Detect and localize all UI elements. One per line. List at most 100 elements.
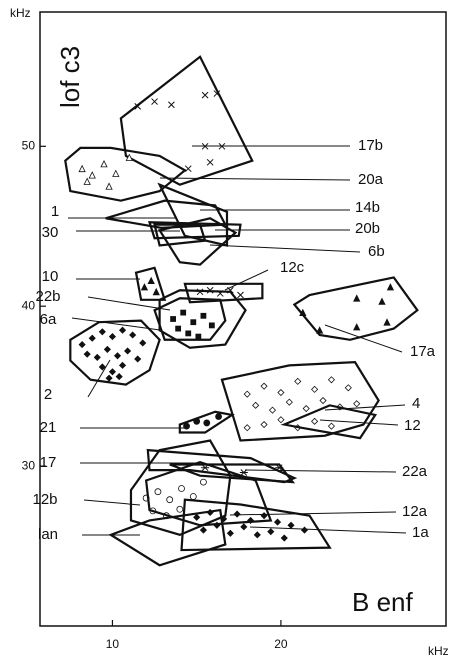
point <box>237 291 244 299</box>
point <box>184 165 192 173</box>
point <box>134 102 142 110</box>
point <box>233 510 241 518</box>
group-hull <box>144 460 273 527</box>
group-hull <box>108 508 227 567</box>
group-label: 17b <box>358 137 383 154</box>
x-axis-label: kHz <box>428 644 449 658</box>
point <box>280 534 288 542</box>
point <box>200 312 207 319</box>
leader-line <box>224 269 269 291</box>
group-label: 12a <box>402 503 428 520</box>
point <box>215 413 222 420</box>
point <box>108 368 117 376</box>
point <box>176 505 184 513</box>
point <box>220 515 228 523</box>
leader-line <box>87 296 171 311</box>
group-hull <box>169 463 296 484</box>
point <box>78 164 86 173</box>
group-label: 17a <box>410 343 436 360</box>
group-hull <box>280 404 378 440</box>
point <box>195 333 202 340</box>
point <box>183 422 190 430</box>
point <box>206 158 214 166</box>
point <box>78 341 86 349</box>
group-label: 14b <box>355 199 380 216</box>
point <box>201 91 209 99</box>
point <box>302 404 310 413</box>
point <box>208 322 215 329</box>
point <box>125 153 133 161</box>
plot-layer: 10 20 30 40 50 17b 20a 1 14b 30 20b 6b 10 12c 22b 6a 17a… <box>22 55 436 651</box>
point <box>311 385 319 393</box>
group-label: 20b <box>355 220 380 237</box>
point <box>260 420 268 429</box>
leader-line <box>159 177 351 181</box>
leader-line <box>319 419 399 426</box>
group-hull <box>153 297 227 341</box>
point <box>213 90 221 97</box>
point <box>134 355 142 363</box>
point <box>311 417 319 425</box>
group-label: 30 <box>42 224 59 241</box>
point <box>203 419 211 427</box>
leader-line <box>71 317 161 331</box>
group-label: 12b <box>32 491 57 508</box>
point <box>300 526 309 534</box>
group-label: 22b <box>35 288 60 305</box>
group-label: 17 <box>40 454 57 471</box>
point <box>294 377 302 385</box>
group-hull <box>105 199 228 229</box>
point <box>386 283 395 291</box>
group-hull <box>119 55 254 186</box>
point <box>105 374 113 382</box>
point <box>189 493 197 500</box>
point <box>243 424 251 432</box>
point <box>105 182 113 190</box>
point <box>180 309 187 316</box>
y-tick-label: 50 <box>22 138 36 152</box>
point <box>319 396 327 405</box>
point <box>151 98 158 105</box>
point <box>98 328 106 336</box>
group-hull <box>69 319 161 386</box>
group-label: 2 <box>44 386 52 403</box>
point <box>83 350 91 358</box>
leader-line <box>324 404 406 411</box>
point <box>353 294 361 302</box>
point <box>129 331 137 339</box>
point <box>112 169 120 177</box>
point <box>277 388 285 397</box>
point <box>268 406 277 414</box>
point <box>147 276 155 285</box>
point <box>243 390 251 398</box>
point <box>327 376 336 384</box>
point <box>240 523 248 531</box>
point <box>139 339 147 347</box>
group-label: 12 <box>404 417 421 434</box>
group-hull <box>183 282 264 304</box>
group-label: 4 <box>412 395 420 412</box>
point <box>83 177 91 185</box>
group-hull <box>157 217 238 266</box>
group-label: 1a <box>412 524 429 541</box>
point <box>378 297 386 305</box>
point <box>383 318 391 326</box>
group-label: 1 <box>51 203 59 220</box>
group-label: lan <box>38 526 58 543</box>
point <box>100 160 108 168</box>
group-hull <box>134 266 167 301</box>
point <box>175 325 182 332</box>
point <box>226 529 234 537</box>
point <box>103 345 111 353</box>
group-hull <box>292 276 419 341</box>
y-title: lof c3 <box>55 46 85 108</box>
point <box>200 478 207 486</box>
x-title: B enf <box>352 587 413 617</box>
point <box>113 352 122 360</box>
point <box>152 287 160 296</box>
group-label: 6b <box>368 243 385 260</box>
point <box>98 363 106 371</box>
point <box>273 518 282 526</box>
point <box>140 283 149 291</box>
